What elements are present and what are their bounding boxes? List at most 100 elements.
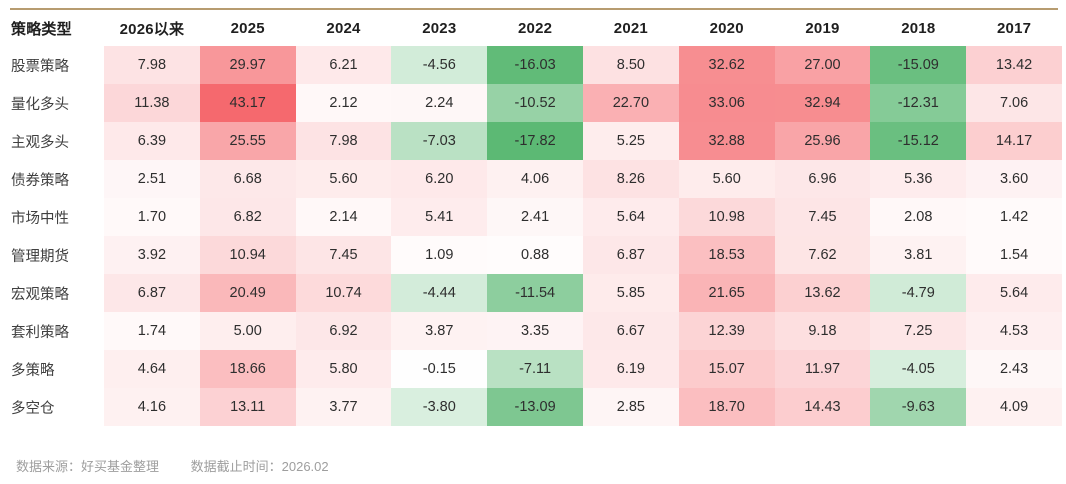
heatmap-cell: 11.38 <box>104 84 200 122</box>
heatmap-cell: 1.70 <box>104 198 200 236</box>
heatmap-cell: 2.08 <box>870 198 967 236</box>
heatmap-cell: 6.21 <box>295 46 392 84</box>
heatmap-cell: 14.17 <box>966 122 1062 160</box>
row-label: 市场中性 <box>0 198 104 236</box>
heatmap-cell: 7.45 <box>295 236 392 274</box>
table-header-row: 策略类型 2026以来 2025 2024 2023 2022 2021 2020 2019 20… <box>0 10 1066 46</box>
row-label: 股票策略 <box>0 46 104 84</box>
column-header-year: 2020 <box>709 19 744 37</box>
row-label: 套利策略 <box>0 312 104 350</box>
heatmap-cell: 32.94 <box>774 84 871 122</box>
column-header-year: 2022 <box>518 19 553 37</box>
heatmap-cell: 5.60 <box>678 160 775 198</box>
heatmap-cell: -16.03 <box>487 46 583 84</box>
heatmap-cell: 18.70 <box>678 388 775 426</box>
heatmap-cell: 14.43 <box>774 388 871 426</box>
heatmap-cell: 3.60 <box>966 160 1062 198</box>
heatmap-cell: 3.81 <box>870 236 967 274</box>
table-row: 套利策略 1.74 5.00 6.92 3.87 3.35 6.67 12.39 9.18 7.2… <box>0 312 1066 350</box>
heatmap-cell: -13.09 <box>487 388 583 426</box>
heatmap-cell: 11.97 <box>774 350 871 388</box>
top-divider-line <box>10 8 1058 10</box>
column-header-year: 2025 <box>230 19 265 37</box>
heatmap-cell: 8.50 <box>582 46 679 84</box>
heatmap-cell: 3.77 <box>295 388 392 426</box>
heatmap-cell: -0.15 <box>391 350 488 388</box>
column-header-strategy-type: 策略类型 <box>11 20 72 38</box>
heatmap-cell: 5.64 <box>582 198 679 236</box>
column-header-year: 2026以来 <box>119 20 185 38</box>
heatmap-cell: 6.19 <box>582 350 679 388</box>
heatmap-cell: 4.09 <box>966 388 1062 426</box>
heatmap-cell: 2.12 <box>295 84 392 122</box>
heatmap-cell: 7.98 <box>104 46 200 84</box>
row-label: 宏观策略 <box>0 274 104 312</box>
heatmap-cell: 5.64 <box>966 274 1062 312</box>
heatmap-cell: -7.03 <box>391 122 488 160</box>
row-label: 多策略 <box>0 350 104 388</box>
table-row: 管理期货 3.92 10.94 7.45 1.09 0.88 6.87 18.53 7.62 3.… <box>0 236 1066 274</box>
table-row: 多空仓 4.16 13.11 3.77 -3.80 -13.09 2.85 18.70 14.4… <box>0 388 1066 426</box>
heatmap-cell: 1.42 <box>966 198 1062 236</box>
heatmap-cell: 27.00 <box>774 46 871 84</box>
table-row: 债券策略 2.51 6.68 5.60 6.20 4.06 8.26 5.60 6.96 5.36… <box>0 160 1066 198</box>
heatmap-cell: 6.39 <box>104 122 200 160</box>
heatmap-cell: 29.97 <box>199 46 296 84</box>
heatmap-cell: 6.92 <box>295 312 392 350</box>
heatmap-cell: 32.62 <box>678 46 775 84</box>
heatmap-cell: 25.96 <box>774 122 871 160</box>
data-source-note: 数据来源：好买基金整理 <box>16 459 160 474</box>
row-label: 主观多头 <box>0 122 104 160</box>
heatmap-cell: 4.06 <box>487 160 583 198</box>
table-row: 市场中性 1.70 6.82 2.14 5.41 2.41 5.64 10.98 7.45 2.0… <box>0 198 1066 236</box>
column-header-year: 2017 <box>996 19 1032 37</box>
heatmap-cell: -4.44 <box>391 274 488 312</box>
heatmap-cell: 5.60 <box>295 160 392 198</box>
heatmap-cell: -15.09 <box>870 46 967 84</box>
heatmap-cell: 25.55 <box>199 122 296 160</box>
heatmap-cell: 9.18 <box>774 312 871 350</box>
heatmap-cell: 6.87 <box>104 274 200 312</box>
heatmap-cell: 5.25 <box>582 122 679 160</box>
heatmap-cell: 5.80 <box>295 350 392 388</box>
row-label: 债券策略 <box>0 160 104 198</box>
heatmap-cell: 7.62 <box>774 236 871 274</box>
heatmap-cell: 5.00 <box>199 312 296 350</box>
heatmap-cell: -10.52 <box>487 84 583 122</box>
table-footer: 数据来源：好买基金整理 数据截止时间：2026.02 <box>16 456 357 475</box>
heatmap-cell: 21.65 <box>678 274 775 312</box>
heatmap-cell: 4.16 <box>104 388 200 426</box>
table-row: 多策略 4.64 18.66 5.80 -0.15 -7.11 6.19 15.07 11.97… <box>0 350 1066 388</box>
heatmap-cell: 20.49 <box>199 274 296 312</box>
heatmap-cell: 13.11 <box>199 388 296 426</box>
column-header-year: 2019 <box>805 19 840 37</box>
heatmap-cell: 10.74 <box>295 274 392 312</box>
heatmap-cell: -4.56 <box>391 46 488 84</box>
heatmap-cell: 2.41 <box>487 198 583 236</box>
column-header-year: 2024 <box>326 19 361 37</box>
heatmap-cell: 4.53 <box>966 312 1062 350</box>
column-header-year: 2021 <box>613 19 648 37</box>
heatmap-cell: 1.54 <box>966 236 1062 274</box>
table-row: 主观多头 6.39 25.55 7.98 -7.03 -17.82 5.25 32.88 25.… <box>0 122 1066 160</box>
row-label: 管理期货 <box>0 236 104 274</box>
heatmap-cell: 15.07 <box>678 350 775 388</box>
heatmap-cell: 7.45 <box>774 198 871 236</box>
data-cutoff-note: 数据截止时间：2026.02 <box>190 459 329 474</box>
heatmap-cell: 4.64 <box>104 350 200 388</box>
heatmap-cell: 10.94 <box>199 236 296 274</box>
heatmap-cell: 7.25 <box>870 312 967 350</box>
heatmap-cell: 13.42 <box>966 46 1062 84</box>
heatmap-cell: 7.06 <box>966 84 1062 122</box>
heatmap-cell: 6.82 <box>199 198 296 236</box>
heatmap-cell: 5.85 <box>582 274 679 312</box>
heatmap-cell: -17.82 <box>487 122 583 160</box>
table-row: 量化多头 11.38 43.17 2.12 2.24 -10.52 22.70 33.06 32… <box>0 84 1066 122</box>
heatmap-cell: -11.54 <box>487 274 583 312</box>
heatmap-cell: 43.17 <box>199 84 296 122</box>
heatmap-cell: 0.88 <box>487 236 583 274</box>
heatmap-cell: 13.62 <box>774 274 871 312</box>
table-row: 宏观策略 6.87 20.49 10.74 -4.44 -11.54 5.85 21.65 13… <box>0 274 1066 312</box>
heatmap-cell: 8.26 <box>582 160 679 198</box>
heatmap-cell: 6.68 <box>199 160 296 198</box>
